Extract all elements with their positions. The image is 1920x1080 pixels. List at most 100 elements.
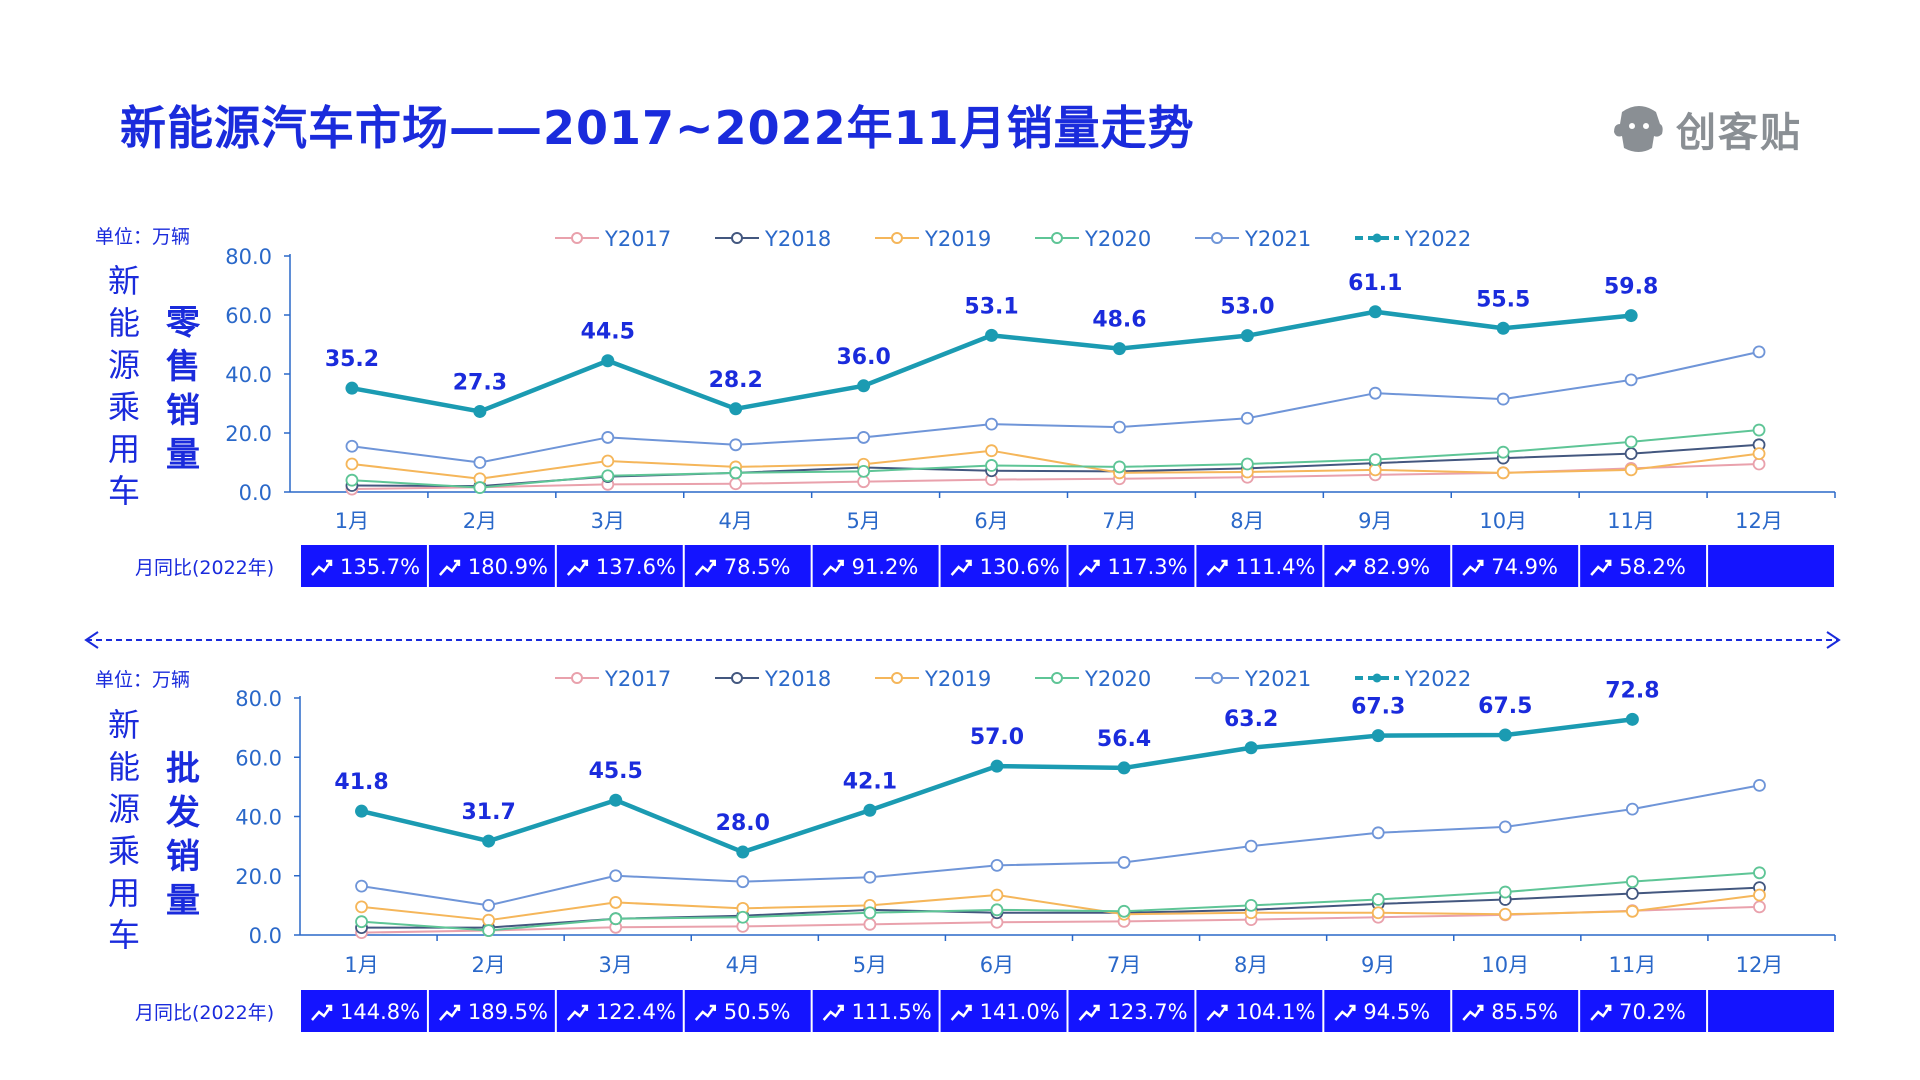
- legend-label: Y2020: [1084, 668, 1151, 691]
- legend-marker: [1372, 673, 1382, 683]
- data-point-y2021: [1113, 420, 1126, 434]
- data-point-y2019: [990, 888, 1004, 902]
- yoy-cell: [1452, 990, 1579, 1032]
- data-label-y2022: 53.1: [964, 294, 1018, 319]
- trend-up-arrowhead: [1477, 1004, 1484, 1011]
- data-point-y2017: [863, 917, 877, 931]
- yoy-cell: [940, 990, 1067, 1032]
- trend-up-arrowhead: [326, 1004, 333, 1011]
- trend-up-icon: [311, 1005, 333, 1021]
- x-tick-label: 4月: [726, 953, 760, 977]
- y-tick-label: 80.0: [225, 245, 272, 269]
- x-tick-label: 6月: [974, 509, 1008, 533]
- data-label-y2022: 31.7: [461, 800, 515, 825]
- yoy-value: 70.2%: [1619, 1000, 1686, 1024]
- data-point-y2021: [1752, 345, 1766, 359]
- trend-up-arrowhead: [1093, 1004, 1100, 1011]
- trend-up-arrowhead: [1605, 559, 1612, 566]
- data-point-y2022: [729, 402, 743, 416]
- trend-up-icon: [566, 1005, 588, 1021]
- yoy-value: 78.5%: [724, 555, 791, 579]
- trend-up-arrowhead: [1349, 559, 1356, 566]
- x-tick-label: 7月: [1107, 953, 1141, 977]
- legend-item: Y2022: [1355, 668, 1471, 691]
- x-tick-label: 4月: [719, 509, 753, 533]
- data-point-y2019: [1368, 463, 1382, 477]
- data-point-y2022: [1244, 741, 1258, 755]
- data-point-y2021: [601, 431, 615, 444]
- data-point-y2020: [990, 903, 1004, 917]
- logo-text: 创客贴: [1676, 110, 1802, 156]
- yoy-cell: [1324, 545, 1451, 587]
- data-point-y2021: [863, 870, 877, 884]
- data-point-y2021: [990, 858, 1004, 872]
- data-point-y2022: [985, 328, 999, 342]
- side-label-char: 源: [108, 790, 140, 828]
- x-tick-label: 12月: [1736, 953, 1784, 977]
- trend-up-arrowhead: [1477, 559, 1484, 566]
- data-point-y2021: [345, 439, 359, 453]
- data-point-y2020: [1371, 893, 1385, 906]
- x-tick-label: 8月: [1230, 509, 1264, 533]
- y-tick-label: 0.0: [249, 924, 282, 948]
- logo-mark-icon: [1614, 106, 1663, 152]
- yoy-row-label: 月同比(2022年): [135, 1002, 274, 1024]
- data-point-y2020: [1624, 435, 1638, 449]
- legend-item: Y2022: [1355, 227, 1471, 251]
- data-point-y2021: [1753, 778, 1766, 792]
- trend-up-arrowhead: [709, 559, 716, 566]
- legend-label: Y2018: [764, 227, 831, 251]
- data-point-y2021: [473, 456, 487, 469]
- x-tick-label: 3月: [599, 953, 633, 977]
- data-point-y2020: [473, 481, 487, 494]
- legend-label: Y2022: [1404, 668, 1471, 691]
- trend-up-arrowhead: [453, 559, 461, 566]
- data-point-y2019: [601, 454, 615, 468]
- yoy-value: 144.8%: [340, 1000, 420, 1024]
- yoy-cell: [428, 545, 555, 587]
- y-tick-label: 20.0: [225, 422, 272, 446]
- yoy-value: 180.9%: [468, 555, 548, 579]
- data-label-y2022: 28.2: [709, 368, 763, 393]
- data-point-y2020: [345, 473, 359, 487]
- yoy-cell: [684, 990, 811, 1032]
- yoy-cell: [301, 990, 427, 1032]
- data-point-y2020: [601, 469, 615, 483]
- legend-item: Y2019: [875, 668, 991, 691]
- metric-label-char: 量: [166, 881, 200, 921]
- data-point-y2019: [1625, 904, 1639, 918]
- data-point-y2021: [1624, 373, 1638, 387]
- trend-up-icon: [950, 1005, 972, 1021]
- data-point-y2019: [1498, 907, 1512, 921]
- data-point-y2022: [609, 793, 623, 807]
- data-point-y2021: [729, 438, 743, 452]
- trend-up-icon: [311, 560, 333, 576]
- yoy-cell: [556, 545, 683, 587]
- data-point-y2020: [355, 915, 368, 929]
- y-tick-label: 0.0: [239, 481, 272, 505]
- legend-item: Y2020: [1035, 668, 1151, 691]
- data-point-y2022: [1112, 342, 1126, 356]
- yoy-cell: [684, 545, 811, 587]
- yoy-cell: [1580, 990, 1707, 1032]
- data-point-y2022: [1240, 329, 1254, 343]
- metric-label-char: 量: [166, 435, 200, 475]
- data-point-y2021: [355, 879, 368, 893]
- data-point-y2021: [1117, 856, 1131, 869]
- yoy-cell: [428, 990, 555, 1032]
- data-label-y2022: 44.5: [581, 320, 635, 345]
- trend-up-icon: [822, 1005, 844, 1021]
- trend-up-icon: [1462, 1005, 1484, 1021]
- data-point-y2021: [609, 869, 623, 883]
- data-label-y2022: 35.2: [325, 347, 379, 372]
- yoy-cell: [1452, 545, 1579, 587]
- metric-label-char: 售: [166, 347, 200, 387]
- data-label-y2022: 67.5: [1478, 694, 1532, 719]
- page-title: 新能源汽车市场——2017~2022年11月销量走势: [120, 101, 1195, 155]
- legend-label: Y2019: [924, 668, 991, 691]
- trend-up-arrowhead: [453, 1004, 461, 1011]
- yoy-cell: [940, 545, 1067, 587]
- data-point-y2022: [990, 759, 1004, 773]
- data-point-y2019: [1624, 463, 1638, 477]
